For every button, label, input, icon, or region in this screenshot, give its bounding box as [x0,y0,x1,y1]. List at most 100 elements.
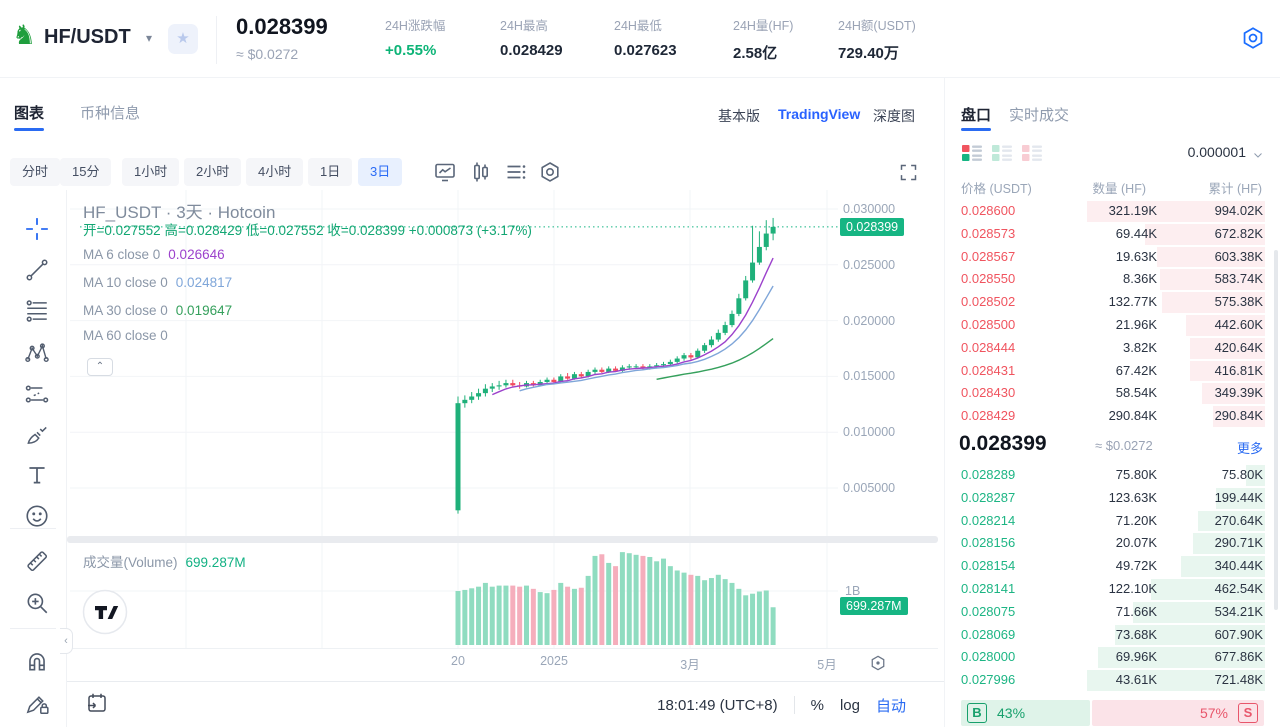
xabcd-pattern-icon[interactable] [24,340,50,366]
bid-row[interactable]: 0.027996 43.61K 721.48K [945,669,1280,692]
bid-row[interactable]: 0.028214 71.20K 270.64K [945,510,1280,533]
price-cell: 0.028141 [961,580,1016,596]
ma-label: MA 60 close 0 [83,328,168,343]
price-cell: 0.028431 [961,362,1016,378]
qty-cell: 69.44K [1115,225,1157,241]
bid-row[interactable]: 0.028141 122.10K 462.54K [945,578,1280,601]
bid-row[interactable]: 0.028000 69.96K 677.86K [945,646,1280,669]
legend-collapse-button[interactable]: ⌃ [87,358,113,376]
precision-select[interactable]: 0.000001 [1187,144,1246,160]
draw-lock-icon[interactable] [24,690,50,716]
interval-button-2小时[interactable]: 2小时 [184,158,242,186]
chart-mode-0[interactable]: 基本版 [718,108,760,124]
fib-lines-icon[interactable] [24,298,50,324]
price-cell: 0.028600 [961,203,1016,218]
interval-button-分时[interactable]: 分时 [10,158,61,186]
chart-mode-2[interactable]: 深度图 [873,108,915,124]
buy-sell-ratio-bar: B 43% 57% S [961,700,1264,726]
ask-row[interactable]: 0.028431 67.42K 416.81K [945,360,1280,383]
orderbook-tab-0[interactable]: 盘口 [961,107,992,124]
volume-label: 成交量(Volume) [83,555,178,570]
brush-icon[interactable] [24,422,50,448]
tradingview-logo[interactable] [82,589,128,635]
total-cell: 340.44K [1214,558,1263,574]
ask-row[interactable]: 0.028430 58.54K 349.39K [945,382,1280,405]
qty-cell: 19.63K [1115,248,1157,264]
mode-both-icon[interactable] [961,144,983,162]
total-cell: 290.84K [1214,408,1263,424]
qty-cell: 321.19K [1108,203,1157,218]
ask-row[interactable]: 0.028573 69.44K 672.82K [945,223,1280,246]
qty-cell: 21.96K [1115,316,1157,332]
mode-asks-icon[interactable] [1021,144,1043,162]
time-tick: 5月 [817,658,837,672]
panel-chart-icon[interactable] [433,160,457,184]
indicator-list-icon[interactable] [504,160,528,184]
hexnut-gear-icon[interactable] [538,160,562,184]
bid-row[interactable]: 0.028287 123.63K 199.44K [945,487,1280,510]
stat-value: +0.55% [385,42,437,59]
ruler-icon[interactable] [24,548,50,574]
ask-row[interactable]: 0.028502 132.77K 575.38K [945,291,1280,314]
tab-chart[interactable]: 图表 [14,105,45,122]
zoom-in-icon[interactable] [24,590,50,616]
price-cell: 0.028567 [961,248,1016,264]
interval-button-4小时[interactable]: 4小时 [246,158,304,186]
price-scale-settings-icon[interactable] [868,653,888,673]
orderbook-columns: 价格 (USDT) 数量 (HF) 累计 (HF) [961,178,1262,196]
mode-bids-icon[interactable] [991,144,1013,162]
forecast-icon[interactable] [24,381,50,407]
ma-label: MA 30 close 0 [83,303,168,318]
ask-depth-bar [1087,201,1265,222]
ask-row[interactable]: 0.028500 21.96K 442.60K [945,314,1280,337]
clock-time[interactable]: 18:01:49 (UTC+8) [657,696,778,714]
settings-gear-icon[interactable] [1240,25,1266,51]
ask-row[interactable]: 0.028444 3.82K 420.64K [945,337,1280,360]
toolbar-divider [10,528,56,529]
ask-row[interactable]: 0.028567 19.63K 603.38K [945,246,1280,269]
bid-row[interactable]: 0.028069 73.68K 607.90K [945,624,1280,647]
log-scale-toggle[interactable]: log [839,696,860,714]
bid-row[interactable]: 0.028075 71.66K 534.21K [945,601,1280,624]
ask-row[interactable]: 0.028429 290.84K 290.84K [945,405,1280,428]
candle-style-icon[interactable] [469,160,493,184]
ask-row[interactable]: 0.028550 8.36K 583.74K [945,268,1280,291]
emoji-icon[interactable] [24,503,50,529]
text-tool-icon[interactable] [24,462,50,488]
price-cell: 0.028500 [961,316,1016,332]
time-tick: 3月 [680,658,700,672]
pane-splitter[interactable] [67,536,938,543]
tab-coin-info[interactable]: 币种信息 [80,105,141,122]
magnet-icon[interactable] [24,648,50,674]
more-link[interactable]: 更多 [1236,441,1263,456]
crosshair-icon[interactable] [24,216,50,242]
pair-dropdown-caret-icon[interactable]: ▾ [146,31,153,45]
trend-line-icon[interactable] [24,257,50,283]
favorite-star-button[interactable]: ★ [168,24,198,54]
goto-date-icon[interactable] [85,691,109,715]
interval-button-15分[interactable]: 15分 [60,158,112,186]
toolbar-collapse-handle[interactable]: ‹ [60,628,73,654]
bid-row[interactable]: 0.028156 20.07K 290.71K [945,532,1280,555]
qty-cell: 20.07K [1115,535,1157,551]
time-tick: 2025 [540,654,568,668]
interval-button-1小时[interactable]: 1小时 [122,158,180,186]
stat-value: 0.028429 [500,42,563,59]
ask-row[interactable]: 0.028600 321.19K 994.02K [945,200,1280,223]
chart-mode-1[interactable]: TradingView [778,106,861,122]
qty-cell: 58.54K [1115,385,1157,401]
bid-row[interactable]: 0.028154 49.72K 340.44K [945,555,1280,578]
auto-scale-toggle[interactable]: 自动 [875,697,906,715]
scrollbar[interactable] [1274,250,1278,610]
percent-scale-toggle[interactable]: % [810,696,824,714]
interval-button-3日[interactable]: 3日 [358,158,403,186]
bid-row[interactable]: 0.028289 75.80K 75.80K [945,464,1280,487]
pair-name[interactable]: HF/USDT [44,26,131,48]
price-cell: 0.028156 [961,535,1016,551]
fullscreen-icon[interactable] [898,162,919,183]
bids-list: 0.028289 75.80K 75.80K 0.028287 123.63K 199.4… [945,464,1280,692]
ohlc-legend: 开=0.027552 高=0.028429 低=0.027552 收=0.028… [83,223,532,238]
chevron-down-icon[interactable] [1252,148,1264,160]
orderbook-tab-1[interactable]: 实时成交 [1009,107,1070,124]
interval-button-1日[interactable]: 1日 [308,158,353,186]
